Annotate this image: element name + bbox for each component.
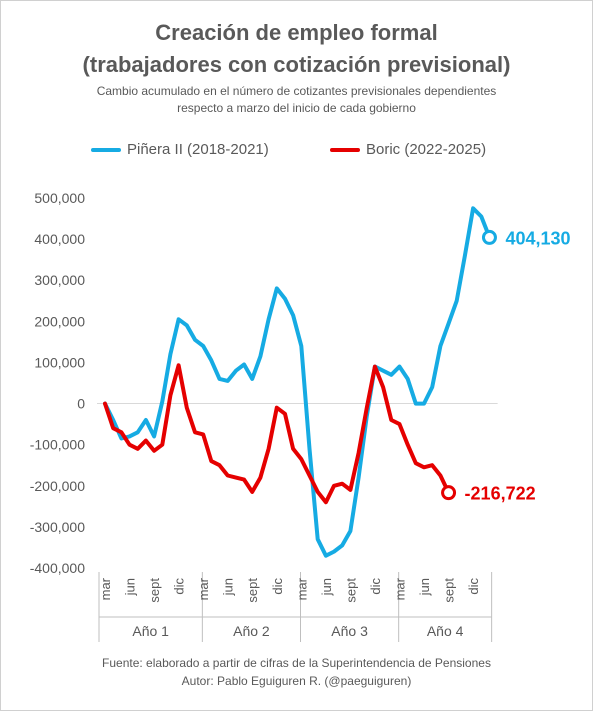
y-tick-label: 500,000: [34, 190, 85, 206]
year-label: Año 1: [132, 623, 169, 639]
series-end-label: -216,722: [465, 484, 536, 504]
legend-swatch-pinera: [91, 147, 121, 152]
y-tick-label: 0: [77, 396, 85, 412]
x-tick-label: jun: [319, 578, 334, 596]
footer-source: Fuente: elaborado a partir de cifras de …: [102, 656, 491, 670]
legend-label-pinera: Piñera II (2018-2021): [127, 141, 269, 158]
x-tick-label: sept: [245, 578, 260, 603]
x-tick-label: dic: [172, 578, 187, 595]
y-tick-label: -200,000: [30, 478, 85, 494]
footer-author: Autor: Pablo Eguiguren R. (@paeguiguren): [181, 674, 412, 688]
chart-subtitle-line2: respecto a marzo del inicio de cada gobi…: [177, 101, 416, 115]
year-label: Año 3: [331, 623, 368, 639]
x-tick-label: sept: [147, 578, 162, 603]
x-tick-label: dic: [368, 578, 383, 595]
x-tick-label: mar: [392, 577, 407, 600]
y-tick-label: -100,000: [30, 437, 85, 453]
x-tick-label: sept: [343, 578, 358, 603]
x-tick-label: jun: [417, 578, 432, 596]
y-tick-label: 400,000: [34, 231, 85, 247]
x-tick-label: jun: [123, 578, 138, 596]
series-line-boric: [103, 363, 451, 505]
year-label: Año 2: [233, 623, 270, 639]
y-tick-label: 200,000: [34, 313, 85, 329]
chart-title-line1: Creación de empleo formal: [155, 20, 438, 45]
x-tick-label: dic: [466, 578, 481, 595]
legend-item-pinera: Piñera II (2018-2021): [91, 141, 269, 158]
y-tick-label: -300,000: [30, 519, 85, 535]
y-tick-label: -400,000: [30, 560, 85, 576]
series-line-pinera: [103, 206, 492, 558]
x-tick-label: sept: [442, 578, 457, 603]
x-tick-label: mar: [294, 577, 309, 600]
y-tick-label: 300,000: [34, 272, 85, 288]
series-end-marker: [441, 485, 457, 501]
x-tick-label: dic: [270, 578, 285, 595]
series-end-label: 404,130: [505, 228, 570, 248]
legend-label-boric: Boric (2022-2025): [366, 141, 487, 158]
x-tick-label: mar: [98, 577, 113, 600]
chart-title-line2: (trabajadores con cotización previsional…: [82, 52, 511, 77]
legend-swatch-boric: [330, 147, 360, 152]
series-end-marker: [481, 229, 497, 245]
year-label: Año 4: [427, 623, 464, 639]
x-tick-label: jun: [221, 578, 236, 596]
legend: Piñera II (2018-2021) Boric (2022-2025): [0, 141, 593, 163]
y-tick-label: 100,000: [34, 354, 85, 370]
x-tick-label: mar: [196, 577, 211, 600]
chart-subtitle-line1: Cambio acumulado en el número de cotizan…: [96, 84, 497, 98]
legend-item-boric: Boric (2022-2025): [330, 141, 486, 158]
